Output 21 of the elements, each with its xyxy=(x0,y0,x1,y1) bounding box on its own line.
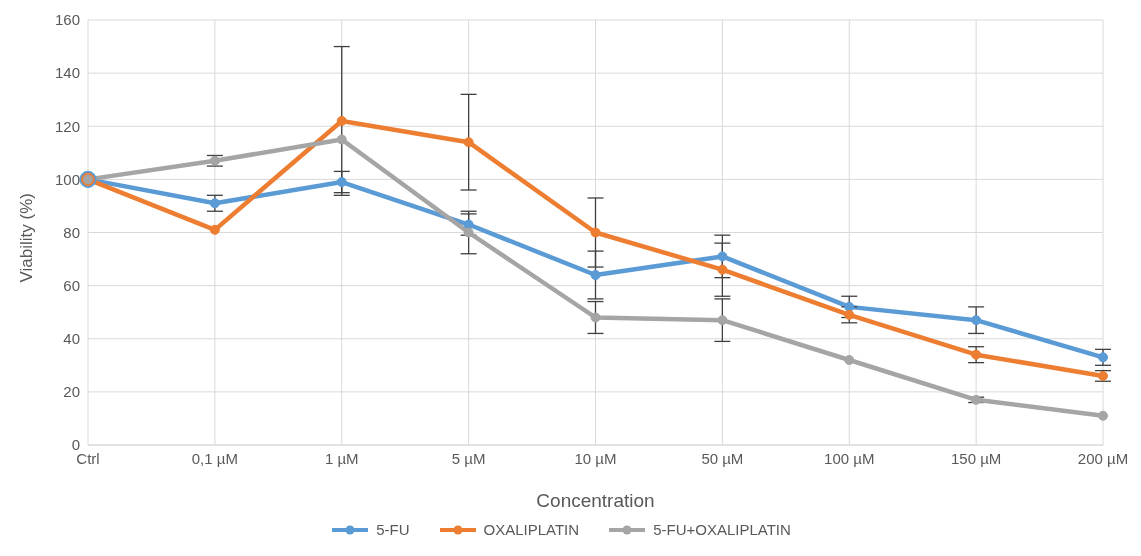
x-tick-label: 0,1 µM xyxy=(191,449,238,467)
y-tick-label: 120 xyxy=(54,117,80,135)
y-tick-label: 80 xyxy=(63,223,80,241)
y-tick-label: 40 xyxy=(63,330,80,348)
y-tick-label: 100 xyxy=(54,170,80,188)
x-tick-label: 50 µM xyxy=(701,449,744,467)
y-tick-label: 20 xyxy=(63,383,80,401)
x-tick-label: 200 µM xyxy=(1077,449,1129,467)
x-axis-title: Concentration xyxy=(536,490,655,511)
x-tick-label: 150 µM xyxy=(950,449,1002,467)
x-tick-label: 10 µM xyxy=(574,449,617,467)
y-tick-label: 140 xyxy=(54,64,80,82)
y-axis-title: Viability (%) xyxy=(17,193,37,283)
y-tick-label: 60 xyxy=(63,276,80,294)
legend-label: OXALIPLATIN xyxy=(483,521,580,538)
y-tick-label: 160 xyxy=(54,11,80,29)
legend-label: 5-FU+OXALIPLATIN xyxy=(653,521,791,538)
x-tick-label: 100 µM xyxy=(824,449,875,467)
x-tick-label: 1 µM xyxy=(324,449,359,467)
x-tick-label: 5 µM xyxy=(451,449,486,467)
legend-label: 5-FU xyxy=(376,521,410,538)
